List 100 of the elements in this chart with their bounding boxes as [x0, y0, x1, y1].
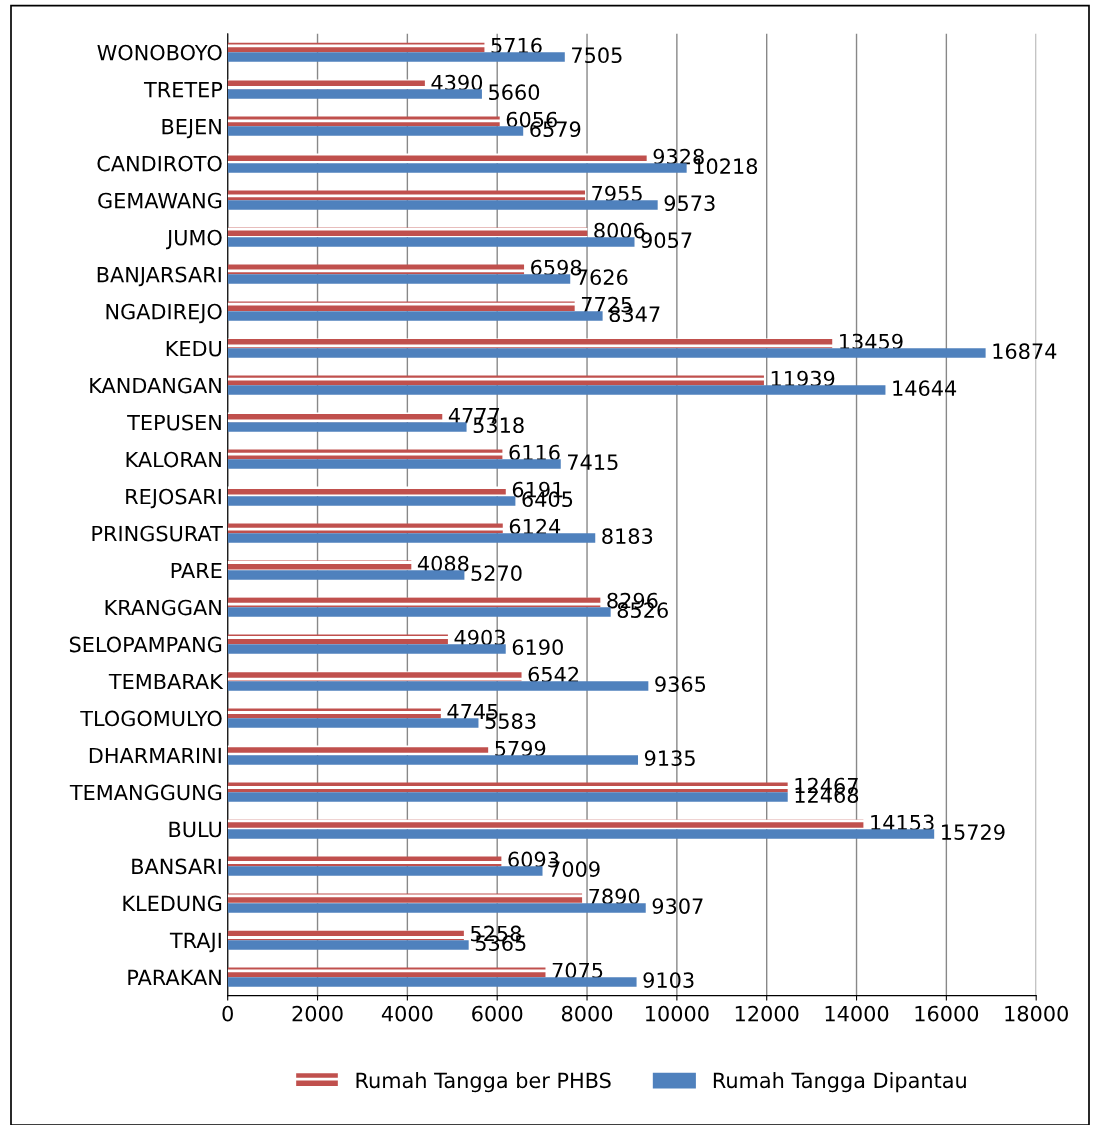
bar	[227, 792, 788, 802]
bar	[227, 126, 524, 136]
x-tick-label: 12000	[735, 1005, 799, 1022]
data-label: 9307	[652, 898, 703, 914]
bar	[227, 52, 565, 62]
legend-label: Rumah Tangga Dipantau	[713, 1072, 966, 1093]
bar	[227, 903, 646, 913]
bar	[227, 459, 561, 469]
bar	[227, 348, 986, 358]
data-label: 7075	[552, 962, 603, 979]
data-label: 16874	[993, 343, 1057, 360]
y-tick-label: DHARMARINI	[89, 747, 221, 764]
y-tick-label: JUMO	[165, 229, 222, 250]
y-tick-label: CANDIROTO	[97, 155, 222, 172]
data-label: 8183	[602, 528, 653, 545]
x-tick-label: 2000	[292, 1005, 343, 1022]
data-label: 9103	[643, 972, 694, 988]
bar	[227, 264, 525, 275]
bar	[227, 375, 764, 386]
data-label: 5270	[471, 565, 522, 582]
y-tick-label: PARAKAN	[128, 969, 221, 986]
bar	[227, 560, 412, 571]
data-label: 15729	[942, 824, 1005, 840]
x-tick-label: 14000	[825, 1005, 889, 1022]
bar	[227, 755, 639, 765]
bar	[227, 829, 935, 839]
data-label: 5660	[489, 84, 540, 101]
data-label: 11939	[771, 370, 835, 387]
y-tick-label: KLEDUNG	[123, 895, 222, 912]
data-label: 4390	[431, 74, 483, 91]
data-label: 6542	[528, 666, 579, 683]
x-tick-label: 10000	[646, 1005, 709, 1022]
data-label: 4903	[454, 629, 505, 646]
y-tick-label: SELOPAMPANG	[69, 636, 222, 653]
bar	[227, 681, 649, 691]
bar	[227, 819, 864, 830]
bar	[227, 634, 448, 645]
bar	[227, 79, 425, 90]
y-tick-label: BEJEN	[162, 118, 221, 139]
y-tick-label: KEDU	[166, 340, 222, 357]
bar	[227, 153, 647, 164]
bar	[227, 644, 506, 654]
y-tick-label: BANSARI	[132, 858, 221, 875]
y-tick-label: TRAJI	[169, 932, 221, 953]
bar	[227, 301, 575, 312]
y-tick-label: KRANGGAN	[105, 599, 221, 616]
x-tick-label: 8000	[561, 1005, 613, 1022]
bar	[227, 116, 500, 127]
x-tick-label: 18000	[1005, 1005, 1068, 1022]
bar	[227, 523, 503, 534]
x-tick-label: 4000	[381, 1005, 433, 1022]
data-label: 9135	[644, 750, 695, 767]
data-label: 6116	[509, 444, 560, 461]
y-tick-label: BANJARSARI	[97, 266, 221, 287]
y-tick-label: PRINGSURAT	[92, 525, 223, 542]
data-label: 14153	[871, 814, 934, 831]
bar	[227, 89, 482, 99]
bar	[227, 930, 464, 941]
y-tick-label: KALORAN	[126, 451, 221, 468]
x-tick-label: 0	[222, 1005, 233, 1022]
data-label: 5716	[491, 37, 542, 54]
data-label: 7955	[592, 185, 642, 202]
x-tick-label: 16000	[915, 1005, 979, 1022]
bar	[227, 274, 571, 284]
y-tick-label: TRETEP	[143, 81, 223, 98]
bar	[227, 200, 658, 210]
bar	[227, 338, 833, 349]
y-tick-label: TEMANGGUNG	[69, 784, 222, 801]
data-label: 14644	[893, 380, 957, 397]
bar	[227, 671, 522, 682]
data-label: 6190	[512, 639, 563, 656]
y-tick-label: TEPUSEN	[127, 414, 221, 431]
bar	[227, 422, 467, 432]
data-label: 9365	[655, 676, 706, 693]
y-tick-label: BULU	[169, 821, 222, 838]
bar	[227, 745, 489, 756]
data-label: 7505	[572, 47, 622, 64]
data-label: 7415	[568, 454, 618, 471]
y-tick-label: KANDANGAN	[90, 377, 221, 394]
data-label: 13459	[840, 333, 903, 350]
bar	[227, 866, 543, 876]
bar	[227, 190, 586, 201]
bar	[227, 893, 583, 904]
bar	[227, 570, 465, 580]
data-label: 6124	[509, 518, 561, 535]
bar	[227, 237, 635, 247]
y-tick-label: REJOSARI	[126, 488, 221, 509]
bar	[227, 163, 687, 173]
bar	[227, 967, 546, 978]
bar	[227, 718, 479, 728]
bar	[227, 977, 637, 987]
y-tick-label: GEMAWANG	[98, 192, 222, 209]
bar	[227, 385, 886, 395]
bar	[227, 597, 601, 608]
data-label: 9573	[664, 195, 715, 212]
bar	[227, 412, 443, 423]
bar	[227, 782, 788, 793]
y-tick-label: TLOGOMULYO	[80, 710, 222, 727]
y-tick-label: TEMBARAK	[108, 673, 224, 690]
bar	[227, 311, 603, 321]
